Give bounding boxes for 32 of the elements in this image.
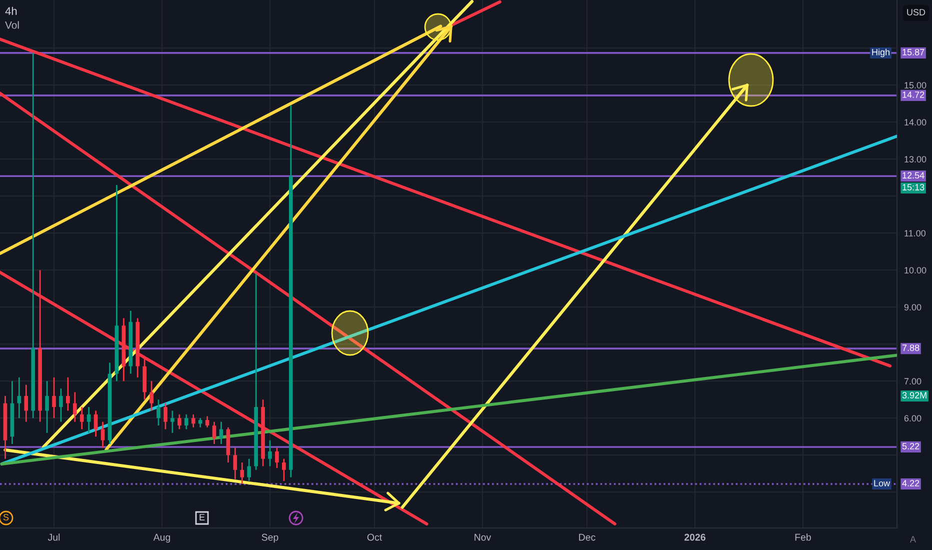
text: 15:13 <box>902 184 924 190</box>
y-tick-label: 14.00 <box>904 119 926 126</box>
annotation: E <box>200 514 205 520</box>
y-tick-label: 10.00 <box>904 267 926 274</box>
x-tick-label: Dec <box>579 534 596 541</box>
x-tick-label: Feb <box>795 534 811 541</box>
text: 3.92M <box>902 392 926 398</box>
ref-line-label: 4.22 <box>902 480 920 486</box>
ref-line-label: 14.72 <box>902 91 924 98</box>
text: A <box>910 536 916 542</box>
x-tick-label: Jul <box>48 534 60 541</box>
ref-line-label: 7.88 <box>902 344 920 351</box>
y-axis-title: USD <box>907 9 926 16</box>
y-tick-label: 6.00 <box>904 415 922 422</box>
y-tick-label: 15.00 <box>904 82 926 88</box>
annotation: S <box>3 514 9 520</box>
y-tick-label: 13.00 <box>904 156 926 162</box>
annotation: High <box>872 48 890 58</box>
ref-line-label: 12.54 <box>902 172 924 179</box>
x-tick-label: Sep <box>262 534 278 543</box>
y-tick-label: 7.00 <box>904 378 922 384</box>
ref-line-label: 5.22 <box>902 443 920 450</box>
chart-title: 4h <box>5 6 17 15</box>
ref-line-label: 15.87 <box>902 48 924 56</box>
x-tick-label: Oct <box>367 534 382 541</box>
annotation: Vol <box>5 21 19 29</box>
x-tick-label: Nov <box>474 534 492 541</box>
y-tick-label: 11.00 <box>904 230 926 236</box>
annotation: Low <box>874 480 890 486</box>
y-tick-label: 9.00 <box>904 304 922 310</box>
x-tick-label: Aug <box>153 534 170 543</box>
x-tick-label: 2026 <box>684 534 706 541</box>
